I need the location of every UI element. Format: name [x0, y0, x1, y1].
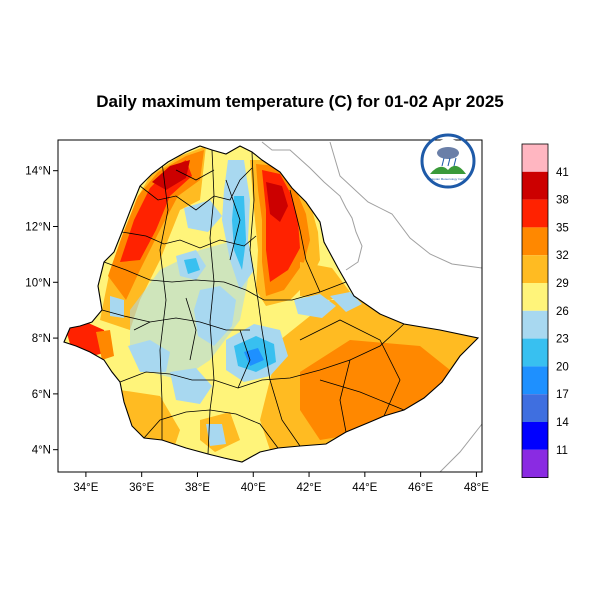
lon-tick-label: 46°E: [408, 482, 433, 494]
lon-tick-label: 36°E: [129, 482, 154, 494]
legend-label: 32: [556, 250, 569, 262]
lat-tick-label: 10°N: [25, 277, 51, 289]
legend-label: 38: [556, 195, 569, 207]
neighbor-borders: [261, 141, 482, 472]
lat-tick-label: 14°N: [25, 166, 51, 178]
legend-swatch: [522, 283, 548, 311]
legend-swatch: [522, 255, 548, 283]
lon-tick-label: 44°E: [352, 482, 377, 494]
lon-tick-label: 40°E: [241, 482, 266, 494]
legend-label: 20: [556, 361, 569, 373]
lon-tick-label: 38°E: [185, 482, 210, 494]
legend-swatch: [522, 338, 548, 367]
legend-frame: [521, 143, 549, 479]
lon-tick-label: 42°E: [297, 482, 322, 494]
legend-label: 11: [556, 445, 568, 457]
temperature-field: [64, 146, 478, 462]
lat-tick-label: 8°N: [32, 333, 51, 345]
legend-label: 23: [556, 334, 569, 346]
color-legend: 41 38 35 32 29 26 23 20 17 14 11: [521, 143, 569, 479]
legend-swatch: [522, 422, 548, 450]
latitude-axis: 14°N 12°N 10°N 8°N 6°N 4°N: [25, 166, 58, 457]
legend-label: 26: [556, 306, 569, 318]
lon-tick-label: 34°E: [73, 482, 98, 494]
map-title: Daily maximum temperature (C) for 01-02 …: [96, 92, 504, 111]
legend-swatch: [522, 366, 548, 395]
legend-swatch: [522, 227, 548, 256]
longitude-axis: 34°E 36°E 38°E 40°E 42°E 44°E 46°E 48°E: [73, 472, 489, 494]
lat-tick-label: 6°N: [32, 389, 51, 401]
legend-label: 41: [556, 167, 569, 179]
zone-borders: [101, 149, 405, 455]
legend-swatch: [522, 310, 548, 339]
legend-swatch: [522, 449, 548, 478]
legend-swatch: [522, 199, 548, 228]
legend-label: 14: [556, 417, 569, 429]
institute-logo: Ethiopian Meteorology Institute: [420, 133, 476, 189]
map-frame: [57, 139, 483, 473]
legend-swatch: [522, 394, 548, 422]
legend-label: 29: [556, 278, 569, 290]
lat-tick-label: 4°N: [32, 445, 51, 457]
legend-swatch: [522, 144, 548, 172]
logo-text: Ethiopian Meteorology Institute: [427, 177, 469, 181]
legend-label: 35: [556, 222, 569, 234]
lat-tick-label: 12°N: [25, 221, 51, 233]
legend-swatch: [522, 171, 548, 200]
lon-tick-label: 48°E: [464, 482, 489, 494]
legend-label: 17: [556, 389, 569, 401]
